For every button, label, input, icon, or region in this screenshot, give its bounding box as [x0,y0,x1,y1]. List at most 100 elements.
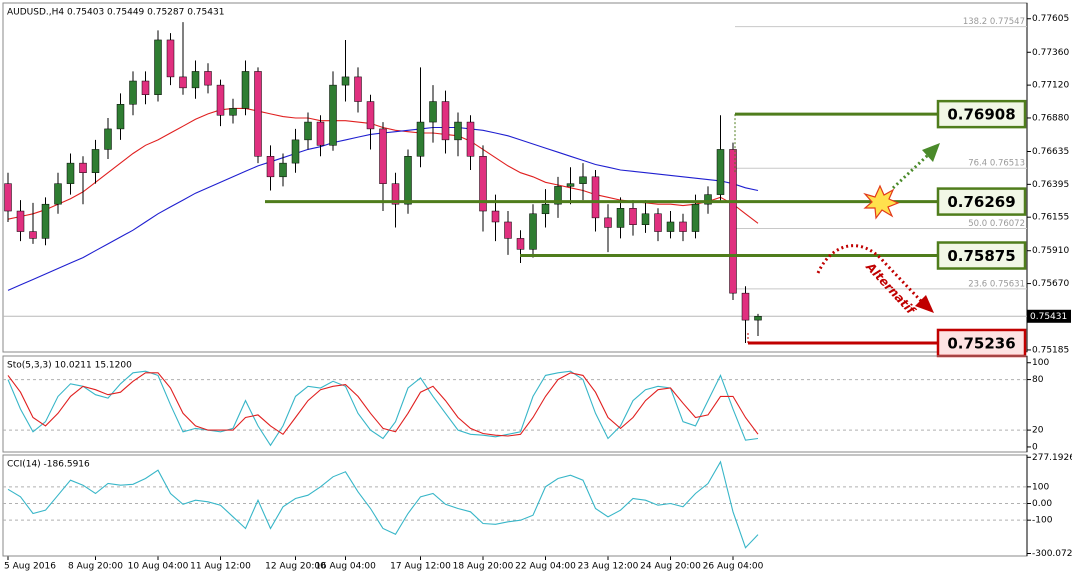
candle-body [191,71,200,89]
level-box [936,187,1027,216]
x-tick-label: 5 Aug 2016 [4,562,56,572]
x-tick-label: 22 Aug 04:00 [515,562,576,572]
fib-label: 50.0 0.76072 [968,219,1025,229]
candle-body [241,71,250,109]
candle-body [279,162,287,178]
candle-body [754,316,762,321]
candle-body [4,183,12,212]
x-tick-label: 24 Aug 20:00 [640,562,701,572]
candle-body [441,101,450,141]
y-tick-label: -300.0727 [1032,549,1072,559]
level-label: 0.75236 [947,334,1015,352]
panel-title: AUDUSD.,H4 0.75403 0.75449 0.75287 0.754… [7,8,224,18]
candle-body [379,128,387,184]
y-tick-label: 277.1926 [1032,453,1072,463]
fib-label: 138.2 0.77547 [963,17,1025,27]
y-tick-label: 0.75670 [1032,279,1069,289]
y-tick-label: -100 [1032,516,1053,526]
candle-body [291,139,300,164]
x-tick-label: 18 Aug 20:00 [453,562,514,572]
fib-label: 76.4 0.76513 [968,159,1025,169]
candle-body [104,128,112,150]
candle-body [329,84,337,146]
y-tick-label: 80 [1032,375,1044,385]
candle-body [729,149,737,294]
candle-body [404,156,412,205]
candle-body [704,194,712,205]
panel-title: Sto(5,3,3) 10.0211 15.1200 [7,361,132,371]
candle-body [504,221,512,239]
candle-body [741,292,750,321]
level-label: 0.75875 [947,247,1015,265]
candle-body [466,121,475,157]
candle-body [366,101,375,130]
candle-body [16,210,25,232]
y-tick-label: 100 [1032,482,1049,492]
candle-body [591,176,600,219]
level-label: 0.76269 [947,193,1015,211]
candle-body [541,203,550,215]
candle-body [154,39,162,95]
y-tick-label: 0.77360 [1032,48,1069,58]
candle-body [116,104,125,130]
candle-body [79,162,87,173]
candle-body [616,208,625,228]
candle-body [354,76,362,102]
level-box [936,328,1027,358]
candle-body [604,217,612,228]
x-tick-label: 8 Aug 20:00 [68,562,123,572]
y-tick-label: 0.76880 [1032,113,1069,123]
candle-body [691,203,700,232]
up-arrow [891,153,930,190]
candle-body [141,80,150,95]
candle-body [204,71,212,86]
fib-label: 23.6 0.75631 [968,279,1025,289]
y-tick-label: 0.77605 [1032,14,1069,24]
candle-body [316,121,325,146]
candle-body [566,183,575,187]
x-tick-label: 10 Aug 04:00 [128,562,189,572]
y-tick-label: 0.77120 [1032,81,1069,91]
y-tick-label: 0.75185 [1032,345,1069,355]
candle-body [391,183,400,205]
candle-body [91,149,100,173]
candle-body [179,76,187,89]
candle-body [579,176,587,184]
candle-body [166,39,175,78]
y-tick-label: 0.76395 [1032,180,1069,190]
price-box [1027,309,1071,323]
candle-body [429,101,437,123]
candle-body [304,121,312,141]
candle-body [66,162,75,184]
candle-body [216,84,225,116]
x-tick-label: 26 Aug 04:00 [703,562,764,572]
y-tick-label: 0 [1032,442,1038,452]
x-tick-label: 11 Aug 12:00 [190,562,251,572]
x-tick-label: 17 Aug 12:00 [390,562,451,572]
candle-body [41,203,50,239]
candle-body [641,213,650,225]
series-line [7,372,759,437]
alt-arrow-head [915,295,934,313]
candle-body [454,121,462,141]
series-line [7,370,759,447]
candle-body [416,121,425,157]
x-tick-label: 12 Aug 20:00 [265,562,326,572]
candle-body [679,221,687,232]
panel-title: CCI(14) -186.5916 [7,460,90,470]
candle-body [341,76,350,86]
level-box [936,99,1027,129]
y-tick-label: 0.00 [1032,499,1052,509]
candle-body [54,183,62,205]
y-tick-label: 0.76155 [1032,213,1069,223]
candle-body [254,71,262,157]
candle-body [666,221,675,232]
candle-body [654,213,662,232]
y-tick-label: 0.75910 [1032,246,1069,256]
level-label: 0.76908 [947,106,1015,124]
candle-body [266,156,275,178]
series-line [7,460,759,549]
price-label: 0.75431 [1030,312,1067,322]
candle-body [529,213,537,250]
